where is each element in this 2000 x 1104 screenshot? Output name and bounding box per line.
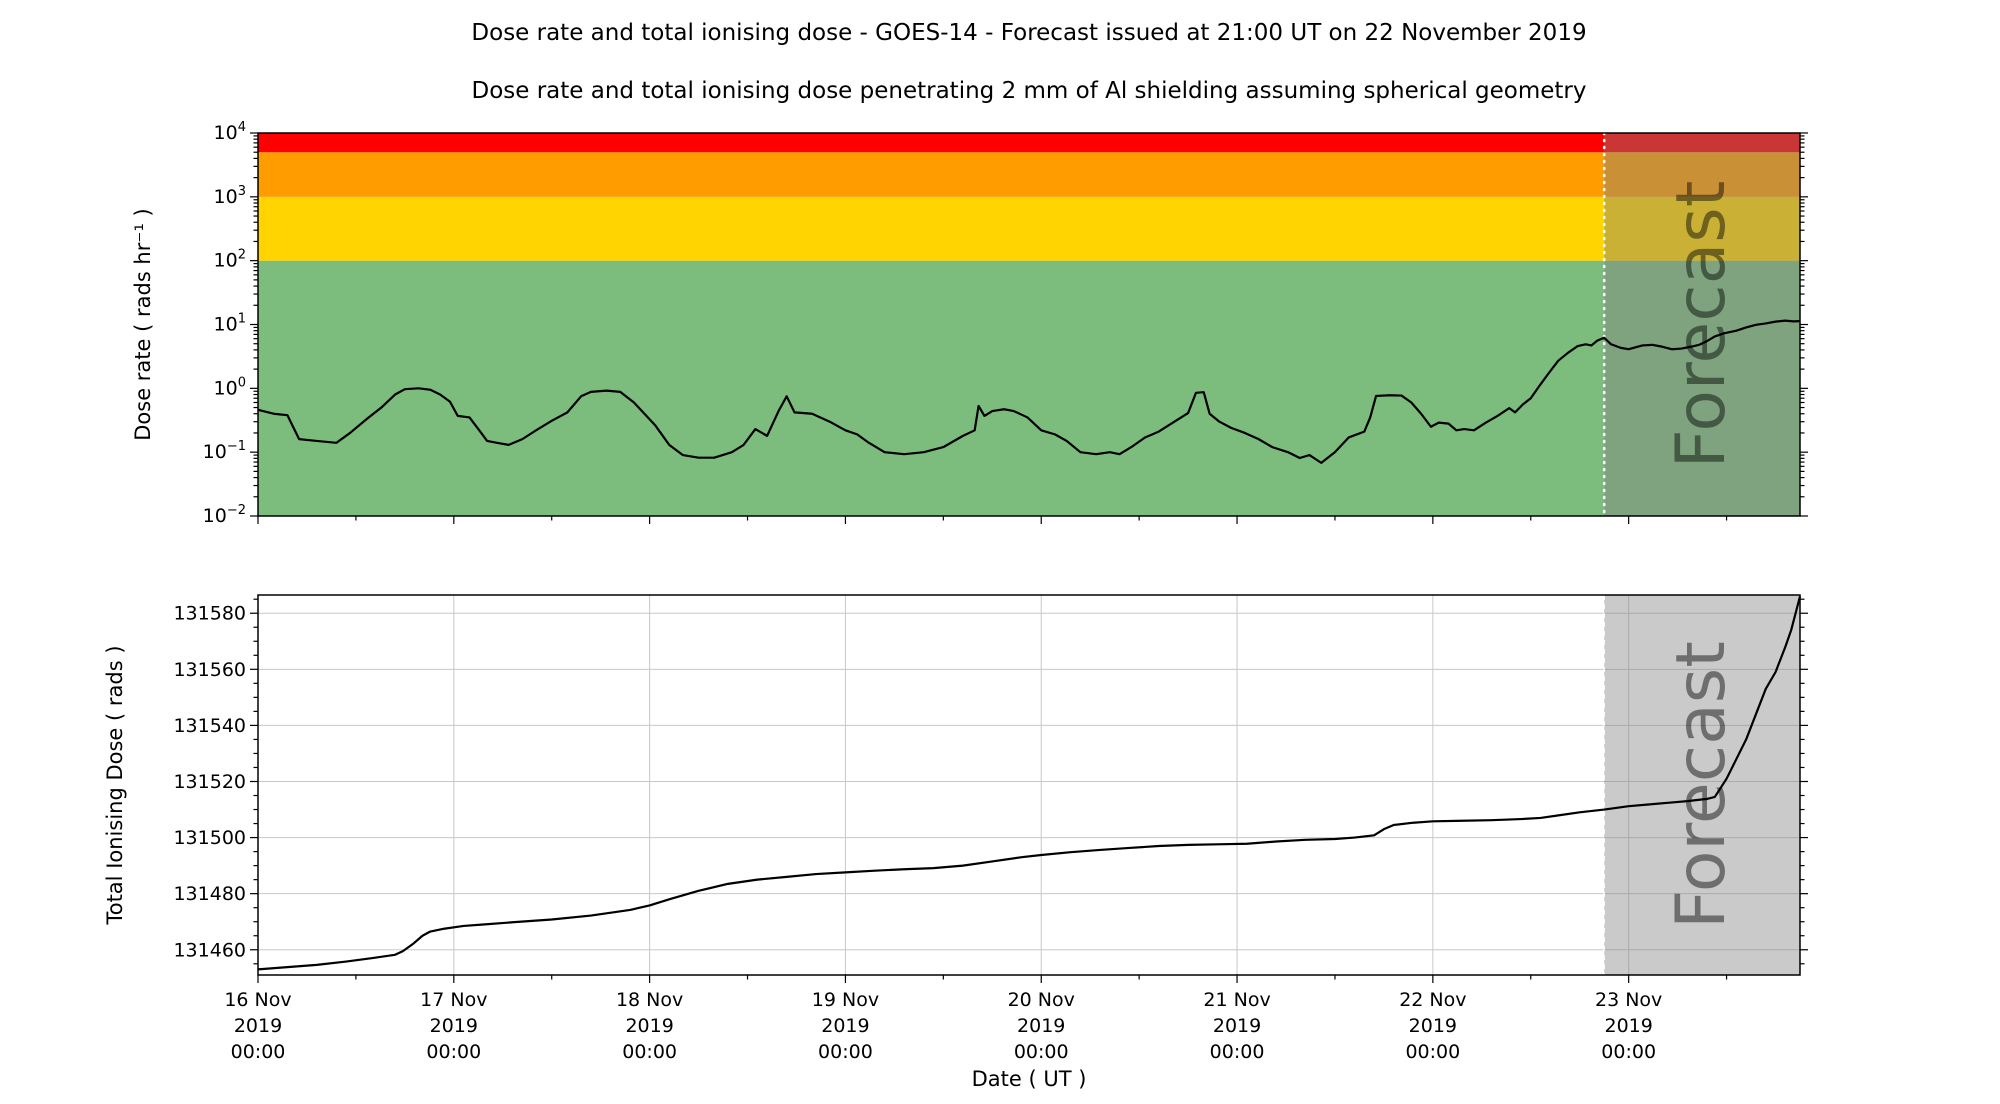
- y-tick-base: 10: [214, 186, 238, 208]
- forecast-watermark-bottom: Forecast: [1662, 641, 1741, 929]
- y-tick-base: 10: [214, 250, 238, 272]
- band-yellow: [258, 196, 1800, 261]
- top-y-axis-label: Dose rate ( rads hr⁻¹ ): [131, 208, 155, 441]
- x-tick-date: 21 Nov: [1203, 989, 1270, 1011]
- y-tick-label: 131540: [173, 715, 246, 737]
- bottom-y-axis-label: Total Ionising Dose ( rads ): [103, 645, 127, 925]
- y-tick-label: 131500: [173, 827, 246, 849]
- y-tick-label: 131520: [173, 771, 246, 793]
- x-tick-time: 00:00: [1014, 1041, 1069, 1063]
- forecast-region-top: [1604, 133, 1800, 516]
- y-tick-exponent: 0: [238, 375, 246, 390]
- threshold-bands: [258, 133, 1800, 516]
- x-tick-year: 2019: [1604, 1015, 1652, 1037]
- y-tick-label: 100: [214, 375, 246, 399]
- chart-title: Dose rate and total ionising dose - GOES…: [471, 20, 1586, 46]
- x-tick-date: 17 Nov: [420, 989, 487, 1011]
- y-tick-exponent: −1: [227, 439, 246, 454]
- y-tick-exponent: −2: [227, 503, 246, 518]
- dose-rate-line: [257, 319, 1801, 464]
- y-tick-base: 10: [214, 122, 238, 144]
- chart-subtitle: Dose rate and total ionising dose penetr…: [471, 78, 1586, 104]
- y-tick-label: 101: [214, 312, 246, 336]
- total-dose-line: [257, 596, 1802, 971]
- x-tick-date: 18 Nov: [616, 989, 683, 1011]
- x-tick-labels: 16 Nov 2019 00:00 17 Nov 2019 00:00 18 Nov 2019…: [224, 989, 1662, 1063]
- x-tick-time: 00:00: [231, 1041, 286, 1063]
- x-tick-time: 00:00: [622, 1041, 677, 1063]
- y-tick-label: 131580: [173, 603, 246, 625]
- axes-spine: [257, 594, 1801, 976]
- x-tick-year: 2019: [1409, 1015, 1457, 1037]
- x-tick-year: 2019: [821, 1015, 869, 1037]
- y-tick-label: 10−1: [203, 439, 246, 463]
- x-tick-date: 22 Nov: [1399, 989, 1466, 1011]
- y-tick-label: 104: [214, 120, 246, 144]
- gridlines: [257, 595, 1800, 975]
- y-tick-label: 131560: [173, 659, 246, 681]
- bottom-axes: 131580 131560 131540 131520 131500 131480 1314…: [173, 594, 1808, 983]
- x-tick-time: 00:00: [1601, 1041, 1656, 1063]
- bottom-panel: Forecast 1315801315601315401315201315001…: [103, 594, 1808, 983]
- bottom-panel-background: [258, 595, 1800, 975]
- x-axis-label: Date ( UT ): [972, 1067, 1087, 1091]
- y-tick-base: 10: [203, 441, 227, 463]
- x-tick-time: 00:00: [426, 1041, 481, 1063]
- y-tick-exponent: 4: [238, 120, 246, 135]
- x-tick-time: 00:00: [1405, 1041, 1460, 1063]
- x-tick-year: 2019: [1213, 1015, 1261, 1037]
- forecast-watermark-top: Forecast: [1662, 181, 1741, 469]
- band-orange: [258, 152, 1800, 197]
- x-tick-date: 23 Nov: [1595, 989, 1662, 1011]
- band-red: [258, 133, 1800, 153]
- y-tick-base: 10: [214, 377, 238, 399]
- y-tick-exponent: 2: [238, 248, 246, 263]
- y-tick-base: 10: [214, 314, 238, 336]
- y-tick-exponent: 3: [238, 184, 246, 199]
- x-tick-year: 2019: [1017, 1015, 1065, 1037]
- y-tick-label: 131480: [173, 883, 246, 905]
- y-tick-label: 102: [214, 248, 246, 272]
- x-tick-time: 00:00: [818, 1041, 873, 1063]
- x-tick-date: 16 Nov: [224, 989, 291, 1011]
- band-green: [258, 260, 1800, 516]
- forecast-region-bottom: [1604, 595, 1800, 975]
- y-tick-exponent: 1: [238, 312, 246, 327]
- x-tick-year: 2019: [234, 1015, 282, 1037]
- x-tick-time: 00:00: [1210, 1041, 1265, 1063]
- y-tick-label: 103: [214, 184, 246, 208]
- x-tick-year: 2019: [430, 1015, 478, 1037]
- y-tick-base: 10: [203, 505, 227, 527]
- x-tick-date: 19 Nov: [812, 989, 879, 1011]
- x-tick-date: 20 Nov: [1008, 989, 1075, 1011]
- y-tick-label: 10−2: [203, 503, 246, 527]
- x-tick-year: 2019: [625, 1015, 673, 1037]
- y-tick-label: 131460: [173, 939, 246, 961]
